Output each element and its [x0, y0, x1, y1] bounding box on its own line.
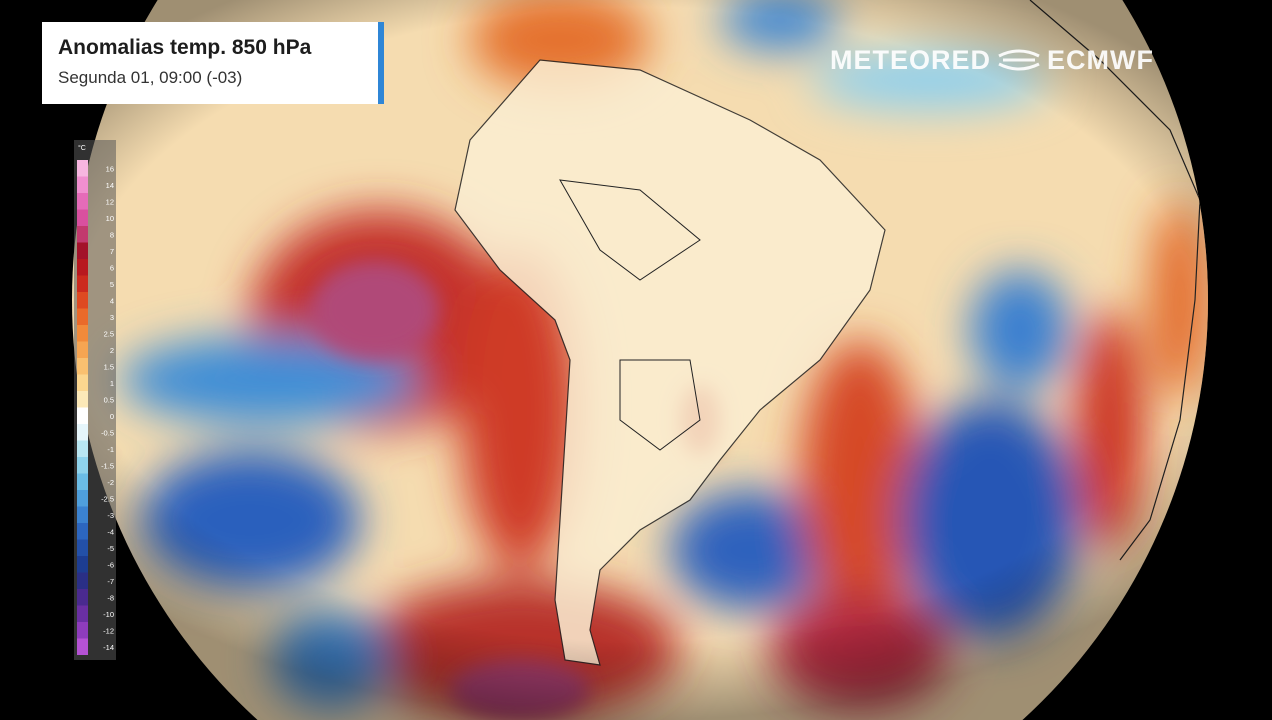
legend-swatch	[77, 193, 88, 210]
logo: METEORED ECMWF	[830, 40, 1154, 80]
legend-label: -2.5	[101, 494, 114, 503]
legend-swatch	[77, 622, 88, 639]
legend-label: 1	[110, 379, 114, 388]
legend-label: 12	[106, 197, 114, 206]
legend-label: -1	[107, 445, 114, 454]
legend: °C 16 14 12 10 8 7 6 5 4 3 2.5 2 1.5 1 0.5 0 -0.5 -1 -1.5 -2…	[74, 140, 116, 660]
legend-swatch	[77, 440, 88, 457]
legend-swatch	[77, 160, 88, 177]
legend-label: 14	[106, 181, 114, 190]
legend-label: -14	[103, 643, 114, 652]
legend-label: -3	[107, 511, 114, 520]
title-box: Anomalias temp. 850 hPa Segunda 01, 09:0…	[42, 22, 384, 104]
legend-swatch	[77, 605, 88, 622]
legend-swatch	[77, 556, 88, 573]
legend-swatch	[77, 490, 88, 507]
legend-swatch	[77, 539, 88, 556]
legend-label: 5	[110, 280, 114, 289]
legend-label: -2	[107, 478, 114, 487]
legend-swatch	[77, 292, 88, 309]
legend-swatch	[77, 325, 88, 342]
legend-label: 2.5	[104, 329, 114, 338]
legend-label: 16	[106, 164, 114, 173]
subtitle: Segunda 01, 09:00 (-03)	[58, 68, 243, 87]
legend-swatch	[77, 242, 88, 259]
legend-swatch	[77, 209, 88, 226]
logo-meteored: METEORED	[830, 44, 992, 75]
legend-label: -4	[107, 527, 114, 536]
legend-label: -1.5	[101, 461, 114, 470]
legend-label: 6	[110, 263, 114, 272]
legend-label: -7	[107, 577, 114, 586]
legend-label: 4	[110, 296, 114, 305]
legend-swatch	[77, 523, 88, 540]
legend-swatch	[77, 457, 88, 474]
legend-swatch	[77, 226, 88, 243]
legend-label: 1.5	[104, 362, 114, 371]
legend-label: -12	[103, 626, 114, 635]
legend-swatch	[77, 589, 88, 606]
legend-swatch	[77, 506, 88, 523]
legend-label: 7	[110, 247, 114, 256]
legend-swatch	[77, 424, 88, 441]
legend-swatch	[77, 341, 88, 358]
legend-label: 8	[110, 230, 114, 239]
legend-swatch	[77, 259, 88, 276]
legend-label: -5	[107, 544, 114, 553]
legend-label: 2	[110, 346, 114, 355]
legend-label: 0	[110, 412, 114, 421]
legend-label: -8	[107, 593, 114, 602]
legend-label: 3	[110, 313, 114, 322]
legend-swatch	[77, 308, 88, 325]
legend-swatch	[77, 572, 88, 589]
legend-swatch	[77, 407, 88, 424]
legend-swatch	[77, 275, 88, 292]
legend-label: 0.5	[104, 395, 114, 404]
legend-swatch	[77, 473, 88, 490]
legend-label: 10	[106, 214, 114, 223]
legend-swatch	[77, 176, 88, 193]
legend-swatch	[77, 638, 88, 655]
logo-icon	[998, 49, 1040, 71]
legend-swatch	[77, 374, 88, 391]
title: Anomalias temp. 850 hPa	[58, 36, 312, 59]
legend-unit: °C	[78, 144, 86, 152]
legend-swatch	[77, 391, 88, 408]
legend-label: -6	[107, 560, 114, 569]
legend-label: -0.5	[101, 428, 114, 437]
legend-label: -10	[103, 610, 114, 619]
logo-ecmwf: ECMWF	[1047, 44, 1154, 75]
legend-swatch	[77, 358, 88, 375]
